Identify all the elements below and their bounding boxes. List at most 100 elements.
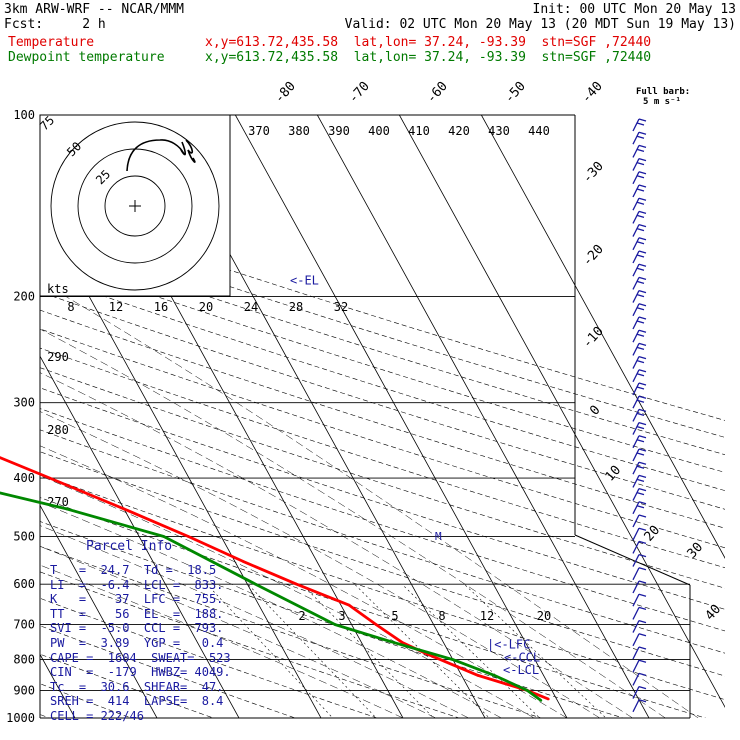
speed-scale-label: 32 — [334, 300, 348, 314]
wind-barb — [632, 250, 640, 264]
wind-barb-flag — [638, 369, 647, 373]
wind-barb-flag — [636, 386, 645, 390]
wind-barbs — [632, 118, 647, 713]
parcel-info-title: Parcel Info — [86, 539, 173, 554]
wind-barb-flag — [638, 646, 647, 650]
dry-adiabat-line — [40, 239, 725, 456]
level-annotation: <-EL — [290, 273, 319, 287]
wind-barb-flag — [636, 425, 645, 430]
wind-barb-flag — [636, 491, 645, 496]
wind-barb-flag — [638, 540, 647, 545]
temperature-point — [122, 507, 126, 511]
wind-barb-flag — [636, 452, 645, 456]
wind-barb-flag — [638, 619, 647, 624]
wind-barb-flag — [636, 122, 645, 126]
pressure-tick-label: 200 — [13, 290, 35, 304]
wind-barb-flag — [638, 184, 647, 188]
wind-barb — [632, 131, 640, 145]
wind-barb-flag — [636, 148, 645, 153]
speed-scale-label: 8 — [67, 300, 74, 314]
mixing-ratio-label: 20 — [537, 609, 551, 623]
isotherm-line — [316, 115, 650, 718]
parcel-info-row: T = 24.7 Td = 18.5 — [50, 563, 217, 577]
wind-barb-flag — [638, 144, 647, 149]
wind-barb-flag — [636, 188, 645, 192]
hodograph-ring — [50, 121, 220, 291]
isotherm-line — [40, 355, 240, 718]
speed-scale-label: 20 — [199, 300, 213, 314]
wind-barb-flag — [638, 382, 647, 386]
mixing-ratio-line — [301, 583, 435, 718]
pressure-tick-label: 1000 — [6, 711, 35, 725]
right-axis-skew — [574, 534, 691, 586]
wind-barb — [632, 633, 640, 647]
temperature-legend: Temperature — [8, 35, 95, 50]
wind-barb — [632, 541, 640, 554]
pressure-tick-label: 400 — [13, 471, 35, 485]
theta-label: 390 — [328, 124, 350, 138]
dry-adiabat-line — [40, 347, 725, 569]
isotherm-label: 0 — [587, 403, 603, 419]
wind-barb — [632, 646, 640, 660]
wind-barb-flag — [638, 580, 647, 584]
dewpoint-point — [254, 582, 257, 586]
wind-barb — [632, 673, 640, 686]
wind-barb-flag — [638, 699, 647, 703]
dewpoint-point — [525, 689, 529, 692]
wind-barb — [632, 224, 640, 237]
wind-barb — [632, 356, 640, 369]
parcel-info-row: Tc = 30.6 SHEAR= 47. — [50, 679, 224, 694]
wind-barb-flag — [638, 171, 647, 175]
wind-barb-flag — [638, 329, 647, 333]
wind-barb — [632, 395, 640, 409]
wind-barb-flag — [638, 316, 647, 320]
level-annotation: |<-LFC — [487, 637, 530, 651]
wind-barb — [632, 580, 640, 594]
wind-barb — [632, 343, 640, 356]
wind-barb-flag — [636, 135, 645, 139]
wind-barb — [632, 277, 640, 290]
theta-label: 440 — [528, 124, 550, 138]
wind-barb-flag — [638, 527, 647, 531]
hodograph-ring — [104, 175, 166, 237]
wind-barb-flag — [638, 448, 647, 452]
wind-barb-flag — [638, 672, 647, 677]
wind-barb — [632, 197, 640, 211]
barb-legend-line: Full barb: — [636, 87, 690, 97]
mixing-ratio-line — [206, 583, 334, 718]
wind-barb-flag — [638, 342, 647, 347]
wind-barb — [632, 607, 640, 620]
wind-barb — [632, 686, 640, 699]
wind-barb-flag — [638, 250, 647, 254]
dewpoint-station-info: x,y=613.72,435.58 lat,lon= 37.24, -93.39… — [205, 50, 652, 65]
mixing-ratio-label: 2 — [298, 609, 305, 623]
isotherm-label: 30 — [685, 540, 707, 562]
hodograph — [39, 114, 231, 297]
theta-label: 400 — [368, 124, 390, 138]
mixing-ratio-label: 8 — [438, 609, 445, 623]
temperature-point — [374, 623, 378, 626]
pressure-tick-label: 900 — [13, 683, 35, 697]
wind-barb — [632, 593, 640, 607]
isotherm-line — [480, 115, 725, 559]
moist-adiabat-line — [40, 475, 535, 718]
parcel-info-row: SREH = 414 LAPSE= 8.4 — [50, 694, 224, 709]
theta-label: 430 — [488, 124, 510, 138]
wind-barb — [632, 329, 640, 343]
wind-barb — [632, 303, 640, 317]
wind-barb-flag — [636, 293, 645, 298]
dewpoint-curve — [0, 491, 542, 702]
wind-barb — [632, 237, 640, 251]
wind-barb-flag — [636, 359, 645, 364]
wind-barb-flag — [638, 461, 647, 465]
isotherm-line — [398, 115, 725, 708]
wind-barb-flag — [638, 395, 647, 399]
model-title: 3km ARW-WRF -- NCAR/MMM — [4, 2, 185, 17]
isotherm-label: -30 — [580, 159, 607, 186]
dry-adiabat-line — [40, 309, 725, 529]
mixing-ratio-line — [247, 583, 377, 718]
parcel-info-row: CAPE = 1604 SWEAT= 523 — [50, 650, 231, 665]
wind-barb — [632, 184, 640, 198]
wind-barb — [632, 211, 640, 224]
